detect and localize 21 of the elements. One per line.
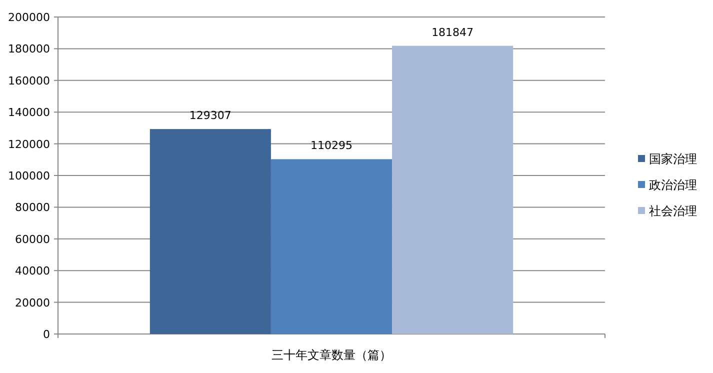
legend-label: 社会治理 <box>649 204 697 218</box>
x-tick-label: 三十年文章数量（篇） <box>272 348 392 362</box>
bar <box>392 46 514 334</box>
legend-label: 国家治理 <box>649 152 697 166</box>
y-tick-label: 40000 <box>15 264 50 278</box>
data-label: 110295 <box>310 139 352 152</box>
y-tick-label: 60000 <box>15 232 50 246</box>
y-tick-label: 140000 <box>8 106 50 120</box>
y-tick-label: 80000 <box>15 201 50 214</box>
data-label: 181847 <box>432 26 474 39</box>
y-tick-label: 200000 <box>8 11 50 24</box>
y-tick-label: 20000 <box>15 296 50 310</box>
bar <box>150 129 271 334</box>
data-label: 129307 <box>189 109 232 122</box>
y-tick-label: 180000 <box>8 42 50 56</box>
legend-label: 政治治理 <box>649 178 697 192</box>
y-tick-label: 120000 <box>8 138 50 151</box>
y-tick-label: 160000 <box>8 74 50 88</box>
y-tick-label: 0 <box>43 328 50 341</box>
bar <box>270 159 392 334</box>
y-tick-label: 100000 <box>8 170 50 182</box>
